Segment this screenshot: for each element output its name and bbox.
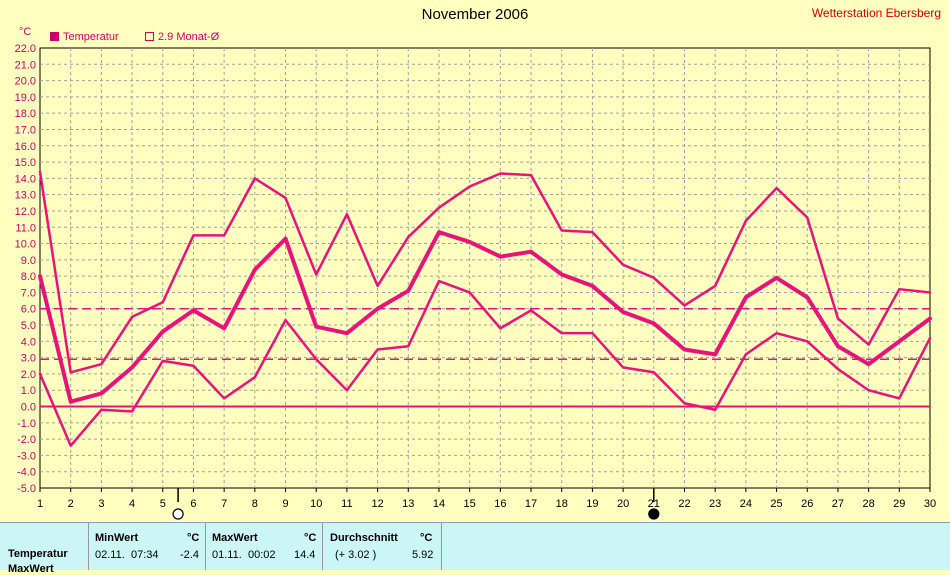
y-tick-label: 6.0 xyxy=(21,304,36,316)
x-tick-label: 17 xyxy=(525,498,537,510)
x-tick-label: 16 xyxy=(494,498,506,510)
x-tick-label: 6 xyxy=(190,498,196,510)
y-tick-label: 19.0 xyxy=(15,92,36,104)
x-tick-label: 10 xyxy=(310,498,322,510)
avg-value: 5.92 xyxy=(412,549,434,561)
x-tick-label: 14 xyxy=(433,498,445,510)
min-unit: °C xyxy=(187,532,200,544)
x-tick-label: 28 xyxy=(862,498,874,510)
y-tick-label: -5.0 xyxy=(17,483,36,495)
x-tick-label: 24 xyxy=(740,498,752,510)
avg-header: Durchschnitt xyxy=(330,532,398,544)
x-tick-label: 2 xyxy=(68,498,74,510)
max-unit: °C xyxy=(304,532,317,544)
y-tick-label: 7.0 xyxy=(21,287,36,299)
y-tick-label: 18.0 xyxy=(15,108,36,120)
x-tick-label: 5 xyxy=(160,498,166,510)
legend-monat: 2.9 Monat-Ø xyxy=(145,31,219,43)
y-tick-label: 5.0 xyxy=(21,320,36,332)
x-tick-label: 29 xyxy=(893,498,905,510)
y-tick-label: 16.0 xyxy=(15,141,36,153)
y-tick-label: 8.0 xyxy=(21,271,36,283)
x-tick-label: 19 xyxy=(586,498,598,510)
x-tick-label: 4 xyxy=(129,498,135,510)
full-moon-icon xyxy=(172,508,184,520)
stats-row2-label: MaxWert xyxy=(8,563,54,575)
stats-row-label: Temperatur xyxy=(8,548,68,560)
temperature-chart: -5.0 -4.0 -3.0 -2.0 -1.0 0.0 1.0 2.0 3.0 4.0 5.0 6.… xyxy=(15,43,936,520)
avg-unit: °C xyxy=(420,532,433,544)
legend-temperatur-label: Temperatur xyxy=(63,31,119,43)
series-line xyxy=(38,230,932,404)
legend-monat-label: 2.9 Monat-Ø xyxy=(158,31,220,43)
y-tick-label: 21.0 xyxy=(15,59,36,71)
y-tick-label: 11.0 xyxy=(15,222,36,234)
x-tick-label: 7 xyxy=(221,498,227,510)
new-moon-icon xyxy=(648,508,660,520)
legend-swatch-empty xyxy=(145,32,154,41)
x-tick-label: 30 xyxy=(924,498,936,510)
plot-frame xyxy=(39,47,931,489)
x-tick-label: 11 xyxy=(341,498,352,510)
y-tick-label: -4.0 xyxy=(17,467,36,479)
y-tick-label: 15.0 xyxy=(15,157,36,169)
x-tick-label: 3 xyxy=(98,498,104,510)
x-tick-label: 12 xyxy=(371,498,383,510)
x-tick-label: 25 xyxy=(770,498,782,510)
stats-label-cell: Temperatur MaxWert xyxy=(0,523,89,575)
min-value: -2.4 xyxy=(180,549,199,561)
max-header: MaxWert xyxy=(212,532,258,544)
x-tick-label: 21 xyxy=(648,498,660,510)
y-tick-label: 10.0 xyxy=(15,239,36,251)
y-tick-label: 17.0 xyxy=(15,124,36,136)
max-value: 14.4 xyxy=(294,549,316,561)
legend-swatch-filled xyxy=(50,32,59,41)
stats-max-cell: MaxWert °C 01.11. 00:02 14.4 xyxy=(206,523,323,570)
y-tick-label: 14.0 xyxy=(15,173,36,185)
max-time: 00:02 xyxy=(248,549,276,561)
x-tick-label: 9 xyxy=(282,498,288,510)
x-tick-label: 20 xyxy=(617,498,629,510)
x-tick-label: 26 xyxy=(801,498,813,510)
y-tick-label: -2.0 xyxy=(17,434,36,446)
y-tick-label: 0.0 xyxy=(21,402,36,414)
x-tick-label: 22 xyxy=(678,498,690,510)
x-tick-label: 27 xyxy=(832,498,844,510)
y-tick-label: 20.0 xyxy=(15,76,36,88)
x-tick-label: 23 xyxy=(709,498,721,510)
legend-temperatur: Temperatur xyxy=(50,31,119,43)
stats-avg-cell: Durchschnitt °C (+ 3.02 ) 5.92 xyxy=(323,523,442,570)
y-tick-label: 9.0 xyxy=(21,255,36,267)
y-tick-label: 22.0 xyxy=(15,43,36,55)
y-tick-label: -3.0 xyxy=(17,450,36,462)
stats-min-cell: MinWert °C 02.11. 07:34 -2.4 xyxy=(89,523,206,570)
y-tick-label: -1.0 xyxy=(17,418,36,430)
y-tick-label: 13.0 xyxy=(15,190,36,202)
station-name: Wetterstation Ebersberg xyxy=(811,6,941,20)
series-line xyxy=(38,170,932,374)
chart-title: November 2006 xyxy=(421,6,529,23)
min-date: 02.11. xyxy=(95,549,125,561)
series-line xyxy=(38,279,932,447)
y-tick-label: 3.0 xyxy=(21,353,36,365)
x-tick-label: 1 xyxy=(37,498,43,510)
y-tick-label: 2.0 xyxy=(21,369,36,381)
max-date: 01.11. xyxy=(212,549,242,561)
y-tick-label: 4.0 xyxy=(21,336,36,348)
x-tick-label: 13 xyxy=(402,498,414,510)
y-tick-label: 1.0 xyxy=(21,385,36,397)
stats-panel: Temperatur MaxWert MinWert °C 02.11. 07:… xyxy=(0,522,950,575)
x-tick-label: 18 xyxy=(556,498,568,510)
y-tick-label: 12.0 xyxy=(15,206,36,218)
y-axis-unit: °C xyxy=(19,26,32,38)
x-tick-label: 15 xyxy=(464,498,476,510)
x-tick-label: 8 xyxy=(252,498,258,510)
min-time: 07:34 xyxy=(131,549,159,561)
min-header: MinWert xyxy=(95,532,139,544)
avg-delta: (+ 3.02 ) xyxy=(335,549,377,561)
